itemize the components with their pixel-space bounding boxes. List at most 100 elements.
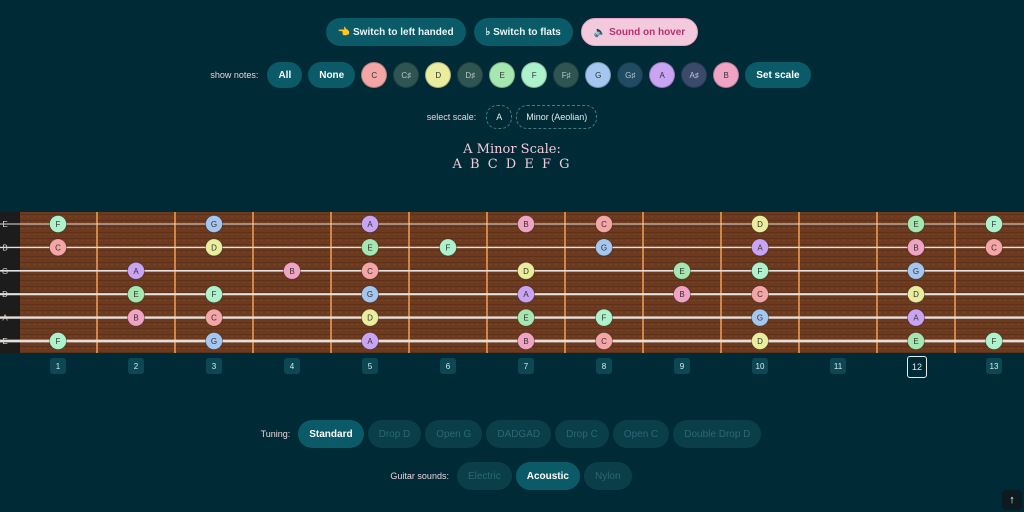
fret-number[interactable]: 9: [674, 358, 690, 374]
note-toggle-f-sharp[interactable]: F♯: [553, 62, 580, 88]
fret-note[interactable]: D: [751, 215, 769, 233]
fret-note[interactable]: C: [985, 238, 1003, 257]
fret-number[interactable]: 3: [206, 358, 222, 374]
fret-note[interactable]: F: [49, 332, 67, 350]
tuning-option[interactable]: Double Drop D: [673, 420, 762, 448]
tuning-option[interactable]: Drop C: [555, 420, 609, 448]
fret-note[interactable]: D: [907, 285, 925, 304]
fretboard[interactable]: E B G D A E F G A B C D E F C D E F G A B C A B C D E F G E F G A B C D B C D…: [0, 212, 1024, 353]
fret-note[interactable]: E: [907, 215, 925, 233]
fret-note[interactable]: B: [517, 332, 535, 350]
fret-number[interactable]: 11: [830, 358, 846, 374]
fret-note[interactable]: E: [907, 332, 925, 350]
note-toggle-g[interactable]: G: [585, 62, 612, 88]
note-dot: [907, 238, 925, 257]
fret-note[interactable]: G: [907, 261, 925, 280]
sound-on-hover-button[interactable]: 🔈 Sound on hover: [580, 18, 699, 46]
fret-note[interactable]: F: [751, 261, 769, 280]
fret-note[interactable]: B: [517, 215, 535, 233]
show-all-button[interactable]: All: [267, 62, 303, 88]
note-toggle-c[interactable]: C: [361, 62, 388, 88]
fret-note[interactable]: B: [283, 261, 301, 280]
fret-note[interactable]: C: [205, 308, 223, 327]
set-scale-button[interactable]: Set scale: [745, 62, 811, 88]
fret-note[interactable]: F: [205, 285, 223, 304]
fret-note[interactable]: E: [127, 285, 145, 304]
note-toggle-g-sharp[interactable]: G♯: [617, 62, 644, 88]
tuning-option[interactable]: Drop D: [367, 420, 422, 448]
fret-note[interactable]: C: [361, 261, 379, 280]
scroll-to-top-button[interactable]: ↑: [1002, 490, 1022, 510]
tuning-option[interactable]: DADGAD: [486, 420, 552, 448]
fret-number[interactable]: 2: [128, 358, 144, 374]
fret-note[interactable]: D: [517, 261, 535, 280]
fret-note[interactable]: A: [751, 238, 769, 257]
fret-note[interactable]: E: [517, 308, 535, 327]
fret-note[interactable]: G: [361, 285, 379, 304]
fret-note[interactable]: A: [517, 285, 535, 304]
fret-note[interactable]: B: [907, 238, 925, 257]
fret-note[interactable]: B: [127, 308, 145, 327]
fret-note[interactable]: A: [127, 261, 145, 280]
fret-number[interactable]: 7: [518, 358, 534, 374]
fret-note[interactable]: F: [595, 308, 613, 327]
fret-note[interactable]: F: [49, 215, 67, 233]
tuning-option[interactable]: Open C: [612, 420, 670, 448]
note-toggle-e[interactable]: E: [489, 62, 516, 88]
fret-number[interactable]: 12: [907, 356, 927, 378]
fret-note[interactable]: A: [361, 215, 379, 233]
note-label: A: [367, 220, 373, 229]
fret-note[interactable]: C: [751, 285, 769, 304]
note-dot: [595, 308, 613, 327]
note-toggle-a[interactable]: A: [649, 62, 676, 88]
fret-number[interactable]: 1: [50, 358, 66, 374]
fret-note[interactable]: D: [361, 308, 379, 327]
note-dot: [517, 308, 535, 327]
sound-option[interactable]: Electric: [456, 462, 512, 490]
note-label: B: [523, 220, 528, 229]
fret-note[interactable]: G: [595, 238, 613, 257]
note-dot: [673, 261, 691, 280]
fret-note[interactable]: E: [673, 261, 691, 280]
fret-number[interactable]: 6: [440, 358, 456, 374]
note-toggle-a-sharp[interactable]: A♯: [681, 62, 708, 88]
fret-number[interactable]: 13: [986, 358, 1002, 374]
fret-note[interactable]: F: [439, 238, 457, 257]
fret-note[interactable]: C: [49, 238, 67, 257]
fret-note[interactable]: F: [985, 215, 1003, 233]
fret-note[interactable]: G: [751, 308, 769, 327]
fret-number[interactable]: 4: [284, 358, 300, 374]
fret-note[interactable]: G: [205, 215, 223, 233]
fret-note[interactable]: A: [907, 308, 925, 327]
note-label: F: [758, 267, 763, 276]
note-toggle-f[interactable]: F: [521, 62, 548, 88]
fret-note[interactable]: C: [595, 332, 613, 350]
tuning-option[interactable]: Standard: [298, 420, 364, 448]
sound-option[interactable]: Acoustic: [515, 462, 580, 490]
fret-note[interactable]: A: [361, 332, 379, 350]
flats-button[interactable]: ♭ Switch to flats: [473, 18, 573, 46]
tuning-option[interactable]: Open G: [425, 420, 483, 448]
fret-note[interactable]: D: [751, 332, 769, 350]
fret-number[interactable]: 5: [362, 358, 378, 374]
fret-number[interactable]: 10: [752, 358, 768, 374]
fret-note[interactable]: D: [205, 238, 223, 257]
note-toggle-c-sharp[interactable]: C♯: [393, 62, 420, 88]
fret-number[interactable]: 8: [596, 358, 612, 374]
scale-mode-select[interactable]: Minor (Aeolian): [516, 105, 598, 129]
fret-note[interactable]: C: [595, 215, 613, 233]
scale-root-select[interactable]: A: [486, 105, 513, 129]
fret-note[interactable]: G: [205, 332, 223, 350]
note-label: C: [601, 220, 607, 229]
left-handed-button[interactable]: 👈 Switch to left handed: [325, 18, 466, 46]
note-dot: [127, 308, 145, 327]
fret-note[interactable]: B: [673, 285, 691, 304]
note-label: B: [289, 267, 294, 276]
fret-note[interactable]: E: [361, 238, 379, 257]
fret-note[interactable]: F: [985, 332, 1003, 350]
note-toggle-b[interactable]: B: [713, 62, 740, 88]
note-toggle-d-sharp[interactable]: D♯: [457, 62, 484, 88]
note-toggle-d[interactable]: D: [425, 62, 452, 88]
sound-option[interactable]: Nylon: [583, 462, 632, 490]
show-none-button[interactable]: None: [308, 62, 356, 88]
